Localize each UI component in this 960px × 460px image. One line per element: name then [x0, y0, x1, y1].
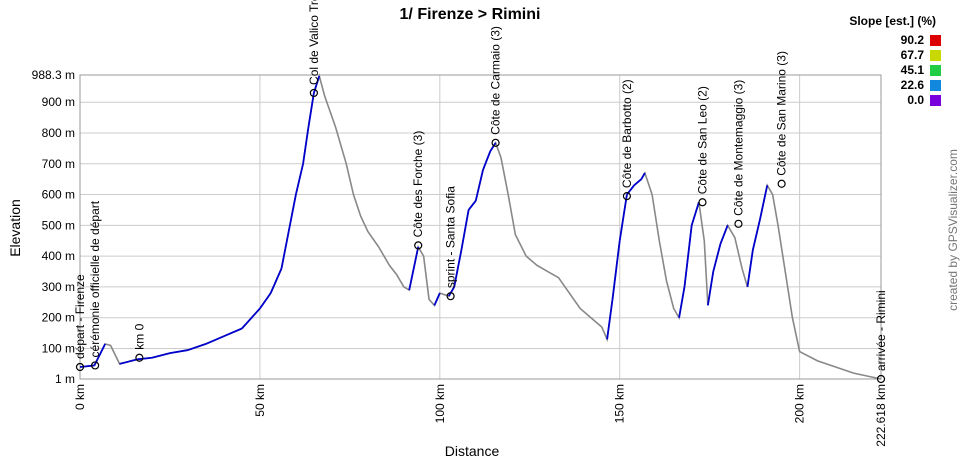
waypoint	[135, 353, 144, 362]
y-tick-label: 1 m	[55, 372, 75, 386]
y-tick-label: 400 m	[42, 249, 75, 263]
climb-segment	[606, 299, 614, 340]
y-tick-label: 800 m	[42, 126, 75, 140]
waypoint-label: Col de Valico Tre	[307, 0, 321, 85]
climb-segment	[640, 172, 646, 180]
plot-border	[79, 74, 882, 380]
legend-label: 0.0	[907, 93, 924, 107]
climb-segment	[467, 200, 477, 211]
climb-segment	[719, 225, 729, 245]
climb-segment	[706, 271, 715, 306]
y-tick-label: 500 m	[42, 218, 75, 232]
waypoint	[446, 292, 455, 301]
waypoint	[491, 138, 500, 147]
climb-segment	[137, 356, 153, 361]
waypoint	[414, 241, 423, 250]
climb-segment	[448, 286, 455, 297]
waypoint-label: arrivée - Rimini	[874, 290, 888, 371]
legend-title: Slope [est.] (%)	[849, 14, 936, 28]
x-tick-label: 150 km	[613, 384, 627, 423]
climb-segment	[618, 194, 628, 241]
y-tick-label: 700 m	[42, 157, 75, 171]
x-tick-label: 222.618 km	[874, 384, 888, 447]
climb-segment	[746, 249, 754, 288]
credit: created by GPSVisualizer.com	[946, 149, 960, 311]
climb-segment	[751, 218, 761, 251]
waypoint-label: Côte de Carmaio (3)	[489, 26, 503, 135]
climb-segment	[460, 209, 470, 251]
waypoint-label: Côte de Montemaggio (3)	[731, 80, 745, 216]
climb-segment	[712, 243, 722, 272]
climb-segment	[453, 249, 463, 288]
climb-segment	[307, 92, 315, 127]
waypoint	[777, 179, 786, 188]
waypoint-label: cérémonie officielle de départ	[88, 200, 102, 357]
waypoint	[698, 198, 707, 207]
climb-segment	[302, 126, 310, 164]
climb-segment	[169, 349, 189, 355]
climb-segment	[759, 185, 769, 220]
climb-segment	[223, 327, 243, 338]
y-tick-label: 200 m	[42, 311, 75, 325]
y-axis-label: Elevation	[7, 199, 23, 257]
climb-segment	[119, 358, 138, 365]
y-tick-label: 900 m	[42, 95, 75, 109]
waypoint-label: Côte des Forche (3)	[411, 131, 425, 238]
y-tick-label: 300 m	[42, 280, 75, 294]
climb-segment	[151, 352, 171, 359]
waypoint	[309, 88, 318, 98]
legend-swatch	[930, 80, 941, 91]
climb-segment	[474, 169, 484, 201]
legend-label: 90.2	[901, 33, 925, 47]
x-tick-label: 50 km	[253, 384, 267, 417]
waypoint-label: km 0	[132, 323, 146, 349]
climb-segment	[187, 343, 207, 351]
climb-segment	[683, 225, 693, 288]
legend-label: 22.6	[901, 78, 925, 92]
elevation-line	[79, 73, 882, 380]
climb-segment	[259, 292, 272, 310]
climb-segment	[295, 163, 304, 195]
waypoint	[75, 362, 85, 372]
legend-swatch	[930, 65, 941, 76]
legend-swatch	[930, 50, 941, 61]
waypoint-label: sprint - Santa Sofia	[444, 186, 458, 288]
waypoint-label: Côte de Barbotto (2)	[620, 79, 634, 188]
y-tick-label: 600 m	[42, 188, 75, 202]
climb-segment	[280, 231, 290, 269]
waypoint	[622, 192, 632, 201]
climb-segment	[241, 307, 261, 330]
x-tick-label: 100 km	[433, 384, 447, 423]
y-tick-label: 100 m	[42, 342, 75, 356]
climb-segment	[205, 335, 225, 345]
climb-segment	[408, 246, 420, 291]
x-axis-label: Distance	[445, 443, 500, 459]
climb-segment	[269, 268, 283, 294]
waypoint-label: Côte de San Leo (2)	[695, 86, 709, 194]
x-tick-label: 0 km	[73, 384, 87, 410]
climb-segment	[482, 151, 492, 171]
climb-segment	[633, 178, 642, 187]
legend-swatch	[930, 95, 941, 106]
waypoint-label: Côte de San Marino (3)	[775, 51, 789, 176]
climb-segment	[287, 194, 297, 232]
climb-segment	[690, 201, 700, 226]
waypoint	[91, 361, 100, 370]
waypoint-label: départ - Firenze	[73, 274, 87, 359]
climb-segment	[489, 142, 497, 152]
y-tick-label: 988.3 m	[32, 68, 75, 82]
waypoint	[876, 374, 886, 384]
climb-segment	[433, 292, 441, 306]
chart-title: 1/ Firenze > Rimini	[400, 6, 541, 23]
climb-segment	[678, 286, 686, 318]
x-tick-label: 200 km	[793, 384, 807, 423]
waypoint	[734, 219, 743, 228]
climb-segment	[611, 240, 621, 300]
legend-label: 67.7	[901, 48, 925, 62]
legend-label: 45.1	[901, 63, 925, 77]
legend-swatch	[930, 35, 941, 46]
